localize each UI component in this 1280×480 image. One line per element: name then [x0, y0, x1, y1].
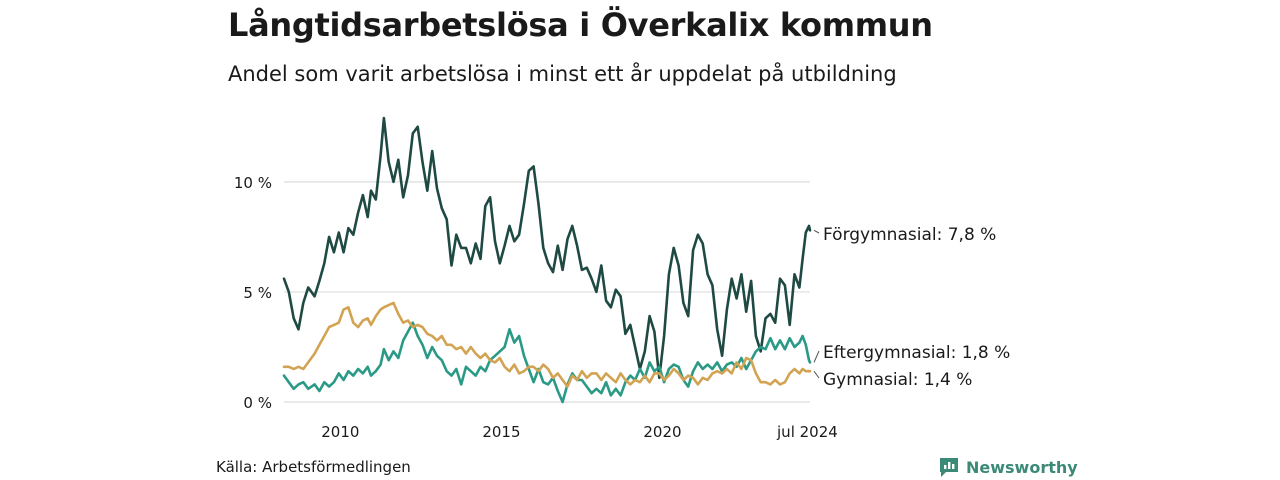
- end-label-connector: [813, 229, 820, 234]
- end-label-connector: [813, 350, 820, 363]
- x-tick-label: 2010: [321, 423, 359, 441]
- series-end-labels: Förgymnasial: 7,8 % Eftergymnasial: 1,8 %…: [813, 225, 1010, 390]
- x-tick-label: 2020: [643, 423, 681, 441]
- x-axis: 2010 2015 2020 jul 2024: [321, 423, 838, 441]
- series-line-gymnasial: [282, 301, 812, 388]
- brand-name: Newsworthy: [966, 457, 1078, 477]
- y-tick-label: 5 %: [243, 284, 272, 302]
- series-line-frgymnasial: [282, 116, 812, 380]
- end-label-gymnasial: Gymnasial: 1,4 %: [823, 370, 972, 390]
- end-label-eftergymnasial: Eftergymnasial: 1,8 %: [823, 343, 1010, 363]
- x-tick-label: jul 2024: [776, 423, 838, 441]
- brand-logo: Newsworthy: [938, 456, 1078, 478]
- y-tick-label: 0 %: [243, 394, 272, 412]
- chart-subtitle: Andel som varit arbetslösa i minst ett å…: [228, 62, 897, 86]
- y-tick-label: 10 %: [234, 174, 272, 192]
- end-label-connector: [813, 370, 820, 379]
- end-label-frgymnasial: Förgymnasial: 7,8 %: [823, 225, 996, 245]
- grid-lines: [284, 181, 810, 403]
- newsworthy-logo-icon: [940, 458, 958, 477]
- source-note: Källa: Arbetsförmedlingen: [216, 458, 411, 476]
- y-axis: 0 % 5 % 10 %: [234, 174, 272, 412]
- series-lines: [282, 116, 812, 404]
- chart-title: Långtidsarbetslösa i Överkalix kommun: [228, 6, 933, 44]
- x-tick-label: 2015: [482, 423, 520, 441]
- series-line-eftergymnasial: [282, 321, 812, 404]
